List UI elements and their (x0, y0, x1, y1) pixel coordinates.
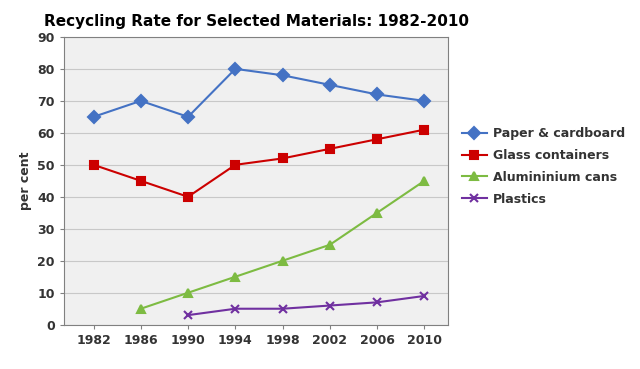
Plastics (420, 294, 428, 298)
Glass containers (373, 137, 381, 141)
Glass containers (137, 179, 145, 183)
Paper & cardboard (279, 73, 287, 77)
Alumininium cans (373, 211, 381, 215)
Alumininium cans (137, 307, 145, 311)
Line: Glass containers: Glass containers (90, 125, 429, 201)
Paper & cardboard (137, 99, 145, 103)
Paper & cardboard (373, 92, 381, 97)
Alumininium cans (279, 259, 287, 263)
Glass containers (420, 127, 428, 132)
Plastics (232, 307, 239, 311)
Y-axis label: per cent: per cent (19, 152, 32, 210)
Paper & cardboard (184, 115, 192, 119)
Plastics (326, 303, 333, 308)
Paper & cardboard (232, 67, 239, 71)
Glass containers (232, 163, 239, 167)
Plastics (279, 307, 287, 311)
Paper & cardboard (90, 115, 97, 119)
Line: Plastics: Plastics (184, 292, 429, 319)
Alumininium cans (326, 242, 333, 247)
Alumininium cans (232, 275, 239, 279)
Glass containers (90, 163, 97, 167)
Glass containers (279, 156, 287, 161)
Alumininium cans (420, 179, 428, 183)
Glass containers (326, 146, 333, 151)
Paper & cardboard (326, 83, 333, 87)
Legend: Paper & cardboard, Glass containers, Alumininium cans, Plastics: Paper & cardboard, Glass containers, Alu… (462, 127, 625, 206)
Plastics (373, 300, 381, 304)
Title: Recycling Rate for Selected Materials: 1982-2010: Recycling Rate for Selected Materials: 1… (44, 14, 468, 29)
Glass containers (184, 194, 192, 199)
Plastics (184, 313, 192, 317)
Paper & cardboard (420, 99, 428, 103)
Alumininium cans (184, 290, 192, 295)
Line: Alumininium cans: Alumininium cans (136, 177, 429, 313)
Line: Paper & cardboard: Paper & cardboard (90, 65, 429, 121)
